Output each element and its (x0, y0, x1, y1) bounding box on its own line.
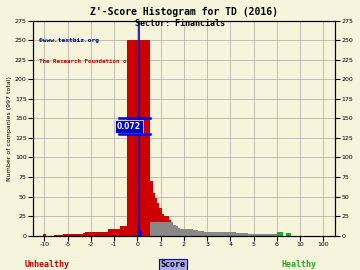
Bar (134, 198, 157, 236)
Bar (155, 226, 178, 236)
Bar (193, 232, 216, 236)
Bar (54, 235, 58, 236)
Bar (129, 181, 153, 236)
Bar (136, 203, 159, 236)
Bar (213, 232, 236, 236)
Bar (162, 230, 185, 236)
Bar (225, 233, 248, 236)
Bar (153, 225, 176, 236)
Bar (260, 234, 283, 236)
Bar (169, 229, 193, 236)
Bar (145, 216, 169, 236)
Text: Sector: Financials: Sector: Financials (135, 19, 225, 28)
Bar (68, 234, 76, 236)
Bar (43, 234, 46, 236)
Bar (83, 233, 91, 236)
Bar (236, 234, 260, 236)
Bar (76, 234, 83, 236)
Bar (139, 208, 162, 236)
Bar (63, 234, 68, 236)
Text: Healthy: Healthy (281, 260, 316, 269)
Bar (248, 234, 271, 236)
Bar (150, 221, 174, 236)
Text: Score: Score (160, 260, 185, 269)
Bar (120, 226, 143, 236)
Text: 0.072: 0.072 (117, 122, 141, 131)
Bar (285, 233, 291, 236)
Bar (181, 231, 204, 236)
Bar (108, 229, 132, 236)
Text: ©www.textbiz.org: ©www.textbiz.org (39, 38, 99, 43)
Bar (148, 220, 171, 236)
Bar (159, 229, 183, 236)
Bar (198, 233, 222, 236)
Y-axis label: Number of companies (997 total): Number of companies (997 total) (7, 76, 12, 181)
Bar (143, 218, 166, 236)
Title: Z'-Score Histogram for TD (2016): Z'-Score Histogram for TD (2016) (90, 7, 278, 17)
Bar (164, 231, 187, 236)
Text: The Research Foundation of SUNY: The Research Foundation of SUNY (39, 59, 147, 64)
Bar (166, 231, 190, 236)
Bar (85, 232, 108, 236)
Bar (157, 228, 180, 236)
Bar (97, 232, 120, 236)
Bar (141, 214, 164, 236)
Text: Unhealthy: Unhealthy (24, 260, 69, 269)
Bar (187, 232, 210, 236)
Bar (127, 40, 150, 236)
Bar (175, 230, 198, 236)
Bar (277, 232, 283, 236)
Bar (58, 235, 63, 236)
Bar (132, 193, 155, 236)
Bar (204, 233, 228, 236)
